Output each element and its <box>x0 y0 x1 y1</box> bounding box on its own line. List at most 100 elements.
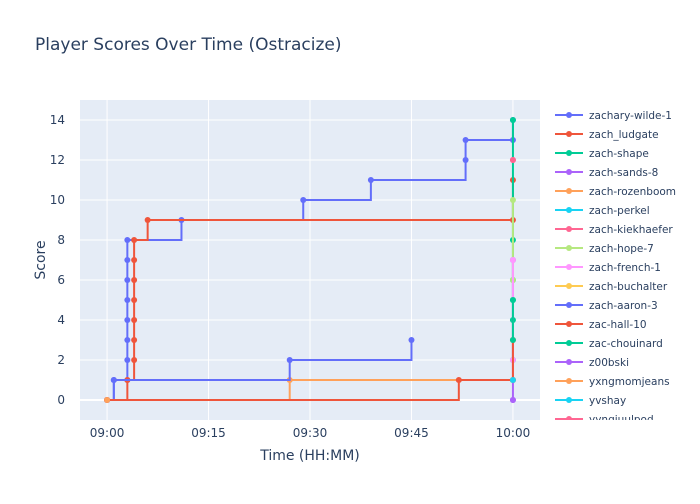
legend-label: zac-hall-10 <box>589 319 647 331</box>
data-point <box>124 337 131 343</box>
chart-title: Player Scores Over Time (Ostracize) <box>35 35 342 55</box>
legend-item[interactable]: zac-hall-10 <box>555 319 647 331</box>
legend-item[interactable]: zach-buchalter <box>555 281 668 293</box>
y-tick-label: 2 <box>57 353 65 367</box>
data-point <box>144 217 151 223</box>
legend-label: z00bski <box>589 357 629 369</box>
legend-item[interactable]: yvshay <box>555 395 626 407</box>
data-point <box>124 297 131 303</box>
data-point <box>124 317 131 323</box>
plot-area <box>104 117 516 403</box>
legend-item[interactable]: yyngjuulpod <box>555 414 654 426</box>
y-tick-label: 6 <box>57 273 65 287</box>
legend-item[interactable]: zach-french-1 <box>555 262 661 274</box>
data-point <box>509 337 516 343</box>
y-tick-label: 0 <box>57 393 65 407</box>
legend-label: zach-french-1 <box>589 262 661 274</box>
data-point <box>124 257 131 263</box>
data-point <box>131 357 138 363</box>
data-point <box>509 117 516 123</box>
data-point <box>131 297 138 303</box>
legend-items: zachary-wilde-1 zach_ludgate zach-shape zac… <box>555 110 676 426</box>
legend-item[interactable]: zach_ludgate <box>555 129 659 141</box>
legend-swatch-marker <box>566 264 572 270</box>
y-tick-label: 8 <box>57 233 65 247</box>
legend-swatch-marker <box>566 169 572 175</box>
legend-label: zachary-wilde-1 <box>589 110 672 122</box>
legend-item[interactable]: z00bski <box>555 357 629 369</box>
x-axis-label: Time (HH:MM) <box>259 448 360 464</box>
data-point <box>509 377 516 383</box>
legend-swatch-marker <box>566 416 572 420</box>
y-axis-ticks: 0 2 4 6 8 10 12 14 <box>50 113 65 407</box>
legend-item[interactable]: zach-shape <box>555 148 649 160</box>
legend-label: zach-aaron-3 <box>589 300 658 312</box>
legend-label: zach-perkel <box>589 205 650 217</box>
data-point <box>462 137 469 143</box>
data-point <box>300 197 307 203</box>
legend-label: yxngmomjeans <box>589 376 670 388</box>
x-tick-label: 10:00 <box>496 426 531 440</box>
legend-item[interactable]: zach-hope-7 <box>555 243 654 255</box>
legend-label: zach-kiekhaefer <box>589 224 673 236</box>
legend-label: zach-sands-8 <box>589 167 658 179</box>
legend-swatch-marker <box>566 340 572 346</box>
legend-swatch-marker <box>566 321 572 327</box>
legend-label: yyngjuulpod <box>589 414 654 426</box>
legend-label: zach-hope-7 <box>589 243 654 255</box>
legend-item[interactable]: zach-perkel <box>555 205 650 217</box>
x-tick-label: 09:45 <box>394 426 429 440</box>
data-point <box>509 257 516 263</box>
data-point <box>124 277 131 283</box>
legend-swatch-marker <box>566 112 572 118</box>
legend-swatch-marker <box>566 131 572 137</box>
y-tick-label: 4 <box>57 313 65 327</box>
y-tick-label: 12 <box>50 153 65 167</box>
legend-swatch-marker <box>566 283 572 289</box>
legend-label: zach-buchalter <box>589 281 668 293</box>
data-point <box>110 377 117 383</box>
legend-swatch-marker <box>566 302 572 308</box>
data-point <box>131 277 138 283</box>
series-yvshay <box>509 377 516 383</box>
x-tick-label: 09:30 <box>293 426 328 440</box>
legend-item[interactable]: zach-sands-8 <box>555 167 658 179</box>
legend[interactable]: zachary-wilde-1 zach_ludgate zach-shape zac… <box>555 110 676 426</box>
data-point <box>462 157 469 163</box>
y-tick-label: 10 <box>50 193 65 207</box>
legend-item[interactable]: zach-aaron-3 <box>555 300 658 312</box>
data-point <box>509 157 516 163</box>
legend-label: zac-chouinard <box>589 338 663 350</box>
series-yxngmomjeans <box>104 397 111 403</box>
x-tick-label: 09:15 <box>191 426 226 440</box>
legend-item[interactable]: zachary-wilde-1 <box>555 110 672 122</box>
legend-swatch-marker <box>566 378 572 384</box>
legend-item[interactable]: zach-rozenboom <box>555 186 676 198</box>
legend-swatch-marker <box>566 188 572 194</box>
x-axis-ticks: 09:00 09:15 09:30 09:45 10:00 <box>90 426 530 440</box>
legend-item[interactable]: zach-kiekhaefer <box>555 224 673 236</box>
legend-label: yvshay <box>589 395 626 407</box>
legend-label: zach_ludgate <box>589 129 659 141</box>
series-yyngjuulpod <box>509 157 516 163</box>
legend-item[interactable]: zac-chouinard <box>555 338 663 350</box>
data-point <box>131 337 138 343</box>
series-line <box>107 120 514 401</box>
series-zac-chouinard <box>509 297 516 343</box>
data-point <box>509 297 516 303</box>
legend-swatch-marker <box>566 226 572 232</box>
legend-swatch-marker <box>566 245 572 251</box>
data-point <box>509 397 516 403</box>
data-point <box>367 177 374 183</box>
data-point <box>124 357 131 363</box>
legend-item[interactable]: yxngmomjeans <box>555 376 670 388</box>
data-point <box>509 197 516 203</box>
legend-swatch-marker <box>566 150 572 156</box>
data-point <box>286 357 293 363</box>
data-point <box>408 337 415 343</box>
legend-swatch-marker <box>566 397 572 403</box>
y-axis-label: Score <box>33 240 49 279</box>
data-point <box>131 317 138 323</box>
